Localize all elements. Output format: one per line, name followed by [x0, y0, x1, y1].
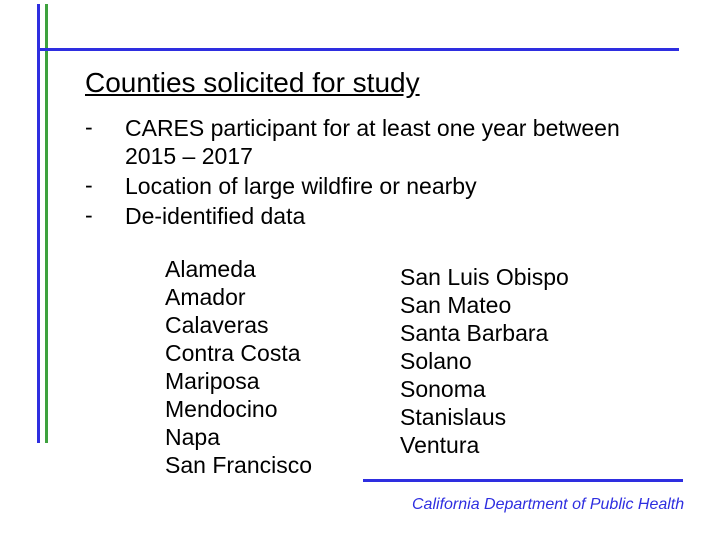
list-item: San Luis Obispo — [400, 263, 569, 291]
list-item: Mendocino — [165, 395, 312, 423]
bullet-item: - Location of large wildfire or nearby — [85, 172, 645, 200]
bullet-marker: - — [85, 202, 125, 230]
list-item: Solano — [400, 347, 569, 375]
bullet-text: Location of large wildfire or nearby — [125, 172, 645, 200]
bullet-item: - De-identified data — [85, 202, 645, 230]
list-item: Mariposa — [165, 367, 312, 395]
list-item: Alameda — [165, 255, 312, 283]
bullet-text: De-identified data — [125, 202, 645, 230]
bullet-text: CARES participant for at least one year … — [125, 114, 645, 170]
decor-horizontal-top — [38, 48, 679, 51]
decor-vertical-green — [45, 4, 48, 443]
bullet-marker: - — [85, 172, 125, 200]
list-item: San Mateo — [400, 291, 569, 319]
county-column-left: Alameda Amador Calaveras Contra Costa Ma… — [165, 255, 312, 479]
list-item: San Francisco — [165, 451, 312, 479]
list-item: Sonoma — [400, 375, 569, 403]
bullet-item: - CARES participant for at least one yea… — [85, 114, 645, 170]
slide: Counties solicited for study - CARES par… — [0, 0, 720, 540]
list-item: Amador — [165, 283, 312, 311]
list-item: Stanislaus — [400, 403, 569, 431]
list-item: Ventura — [400, 431, 569, 459]
list-item: Contra Costa — [165, 339, 312, 367]
county-column-right: San Luis Obispo San Mateo Santa Barbara … — [400, 263, 569, 459]
slide-heading: Counties solicited for study — [85, 67, 420, 99]
footer-attribution: California Department of Public Health — [412, 496, 684, 514]
bullet-marker: - — [85, 114, 125, 170]
bullet-list: - CARES participant for at least one yea… — [85, 114, 645, 232]
list-item: Calaveras — [165, 311, 312, 339]
decor-horizontal-bottom — [363, 479, 683, 482]
list-item: Napa — [165, 423, 312, 451]
list-item: Santa Barbara — [400, 319, 569, 347]
decor-vertical-blue — [37, 4, 40, 443]
